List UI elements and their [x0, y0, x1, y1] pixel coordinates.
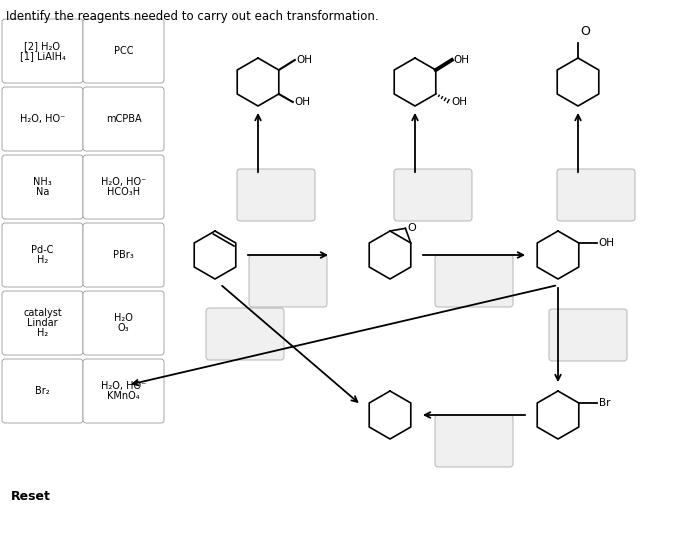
Text: PBr₃: PBr₃: [113, 250, 134, 260]
FancyBboxPatch shape: [549, 309, 627, 361]
Text: OH: OH: [452, 97, 468, 107]
Text: H₂O: H₂O: [114, 313, 133, 323]
FancyBboxPatch shape: [249, 255, 327, 307]
Text: H₂O, HO⁻: H₂O, HO⁻: [101, 177, 146, 187]
Text: OH: OH: [297, 55, 313, 65]
Text: H₂O, HO⁻: H₂O, HO⁻: [20, 114, 65, 124]
FancyBboxPatch shape: [83, 223, 164, 287]
Text: OH: OH: [454, 55, 470, 65]
FancyBboxPatch shape: [557, 169, 635, 221]
Text: Na: Na: [36, 187, 49, 197]
Text: O₃: O₃: [118, 323, 130, 333]
FancyBboxPatch shape: [2, 87, 83, 151]
Text: Reset: Reset: [11, 490, 51, 503]
Text: O: O: [580, 25, 590, 38]
Text: H₂: H₂: [37, 255, 48, 265]
FancyBboxPatch shape: [435, 415, 513, 467]
FancyBboxPatch shape: [83, 291, 164, 355]
Text: HCO₃H: HCO₃H: [107, 187, 140, 197]
FancyBboxPatch shape: [394, 169, 472, 221]
FancyBboxPatch shape: [435, 255, 513, 307]
Text: O: O: [407, 223, 416, 233]
Text: catalyst: catalyst: [23, 308, 62, 318]
FancyBboxPatch shape: [206, 308, 284, 360]
Text: KMnO₄: KMnO₄: [107, 391, 140, 401]
FancyBboxPatch shape: [2, 223, 83, 287]
FancyBboxPatch shape: [2, 19, 83, 83]
FancyBboxPatch shape: [2, 359, 83, 423]
Text: H₂: H₂: [37, 328, 48, 338]
Text: mCPBA: mCPBA: [106, 114, 141, 124]
Text: [1] LiAlH₄: [1] LiAlH₄: [20, 51, 65, 61]
Text: Pd-C: Pd-C: [32, 245, 54, 255]
Text: OH: OH: [598, 238, 615, 248]
FancyBboxPatch shape: [2, 291, 83, 355]
FancyBboxPatch shape: [2, 155, 83, 219]
FancyBboxPatch shape: [83, 155, 164, 219]
Text: [2] H₂O: [2] H₂O: [25, 41, 60, 51]
Text: H₂O, HO⁻: H₂O, HO⁻: [101, 381, 146, 391]
FancyBboxPatch shape: [83, 87, 164, 151]
FancyBboxPatch shape: [83, 19, 164, 83]
Text: OH: OH: [295, 97, 311, 107]
Text: PCC: PCC: [113, 46, 133, 56]
FancyBboxPatch shape: [237, 169, 315, 221]
Text: Lindar: Lindar: [27, 318, 58, 328]
Text: NH₃: NH₃: [33, 177, 52, 187]
Text: Br₂: Br₂: [35, 386, 50, 396]
Text: Identify the reagents needed to carry out each transformation.: Identify the reagents needed to carry ou…: [6, 10, 379, 23]
Text: Br: Br: [598, 398, 610, 408]
FancyBboxPatch shape: [83, 359, 164, 423]
